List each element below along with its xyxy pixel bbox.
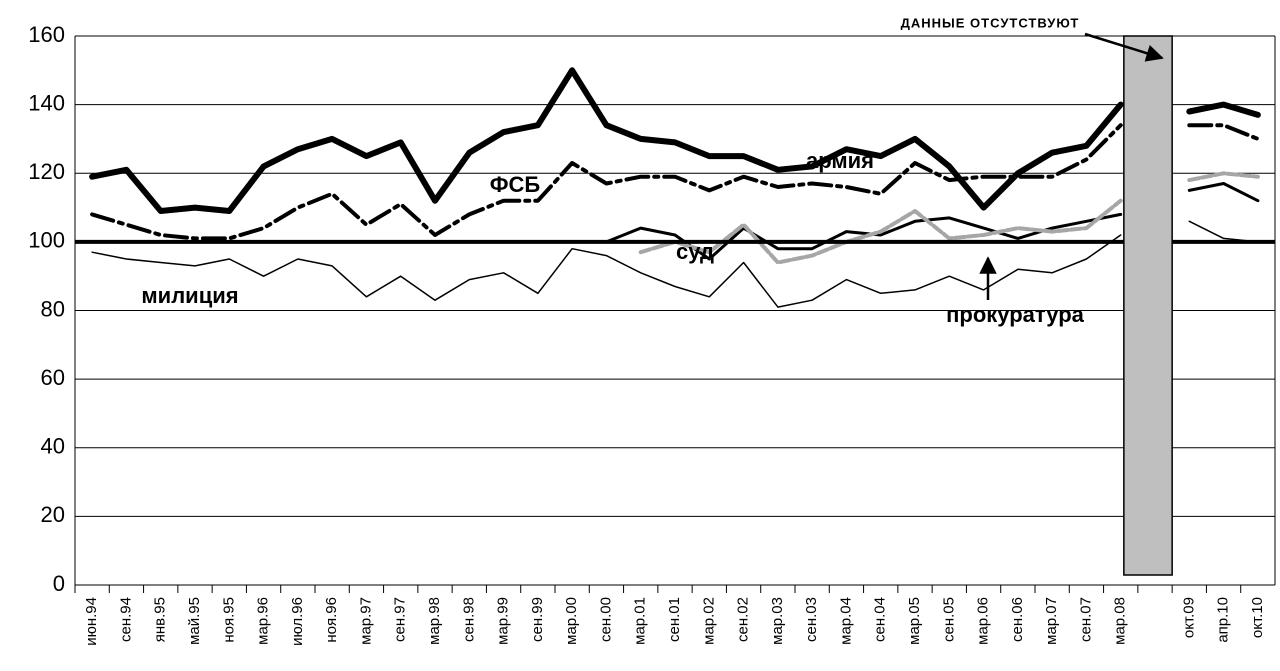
series-line xyxy=(1186,101,1261,118)
x-tick-label: мар.08 xyxy=(1112,597,1129,645)
plot xyxy=(75,67,1275,308)
x-tick-label: мар.01 xyxy=(632,597,649,645)
series-line xyxy=(1187,123,1260,141)
series-label: прокуратура xyxy=(946,302,1085,327)
x-tick-label: сен.98 xyxy=(460,597,477,642)
x-tick-label: сен.03 xyxy=(803,597,820,642)
x-tick-label: сен.06 xyxy=(1009,597,1026,642)
x-tick-label: мар.06 xyxy=(975,597,992,645)
y-tick-label: 60 xyxy=(41,365,65,390)
x-tick-label: янв.95 xyxy=(152,597,169,642)
x-tick-label: мар.00 xyxy=(563,597,580,645)
x-tick-label: мар.02 xyxy=(700,597,717,645)
x-tick-label: сен.05 xyxy=(940,597,957,642)
x-tick-label: апр.10 xyxy=(1215,597,1232,643)
x-tick-label: сен.02 xyxy=(735,597,752,642)
x-tick-label: ноя.95 xyxy=(220,597,237,643)
series-line xyxy=(90,123,1123,241)
series-line xyxy=(1187,182,1260,203)
x-tick-label: мар.96 xyxy=(255,597,272,645)
x-tick-label: мар.04 xyxy=(837,597,854,645)
x-tick-label: сен.99 xyxy=(529,597,546,642)
y-tick-label: 0 xyxy=(53,571,65,596)
annotation-arrow xyxy=(1084,32,1164,62)
x-tick-label: мар.07 xyxy=(1043,597,1060,645)
series-line xyxy=(1188,220,1259,243)
x-tick-label: июл.96 xyxy=(289,597,306,646)
x-tick-label: окт.10 xyxy=(1249,597,1266,638)
x-tick-label: мар.98 xyxy=(426,597,443,645)
series-line xyxy=(89,67,1124,214)
series-line xyxy=(91,234,1122,308)
series-label: милиция xyxy=(141,283,238,308)
y-tick-label: 80 xyxy=(41,296,65,321)
y-tick-label: 40 xyxy=(41,434,65,459)
y-tick-label: 20 xyxy=(41,502,65,527)
series-label: суд xyxy=(676,239,714,264)
series-label: ФСБ xyxy=(490,172,541,197)
x-tick-label: ноя.96 xyxy=(323,597,340,643)
x-tick-label: мар.03 xyxy=(769,597,786,645)
y-tick-label: 140 xyxy=(28,90,65,115)
annotation: ДАННЫЕ ОТСУТСТВУЮТ xyxy=(901,15,1080,30)
x-tick-label: сен.07 xyxy=(1077,597,1094,642)
x-tick-label: май.95 xyxy=(186,597,203,645)
x-tick-label: сен.01 xyxy=(666,597,683,642)
x-tick-label: июн.94 xyxy=(83,597,100,646)
y-tick-label: 120 xyxy=(28,159,65,184)
x-tick-label: сен.97 xyxy=(392,597,409,642)
x-tick-label: мар.99 xyxy=(495,597,512,645)
y-tick-label: 100 xyxy=(28,228,65,253)
grid xyxy=(74,35,1276,593)
no-data-band xyxy=(1123,35,1173,576)
x-tick-label: окт.09 xyxy=(1180,597,1197,638)
x-tick-label: сен.04 xyxy=(872,597,889,642)
y-tick-label: 160 xyxy=(28,22,65,47)
series-line xyxy=(1187,171,1260,183)
x-tick-label: мар.05 xyxy=(906,597,923,645)
series-label: армия xyxy=(806,148,874,173)
x-tick-label: сен.94 xyxy=(117,597,134,642)
x-tick-label: сен.00 xyxy=(597,597,614,642)
x-tick-label: мар.97 xyxy=(357,597,374,645)
